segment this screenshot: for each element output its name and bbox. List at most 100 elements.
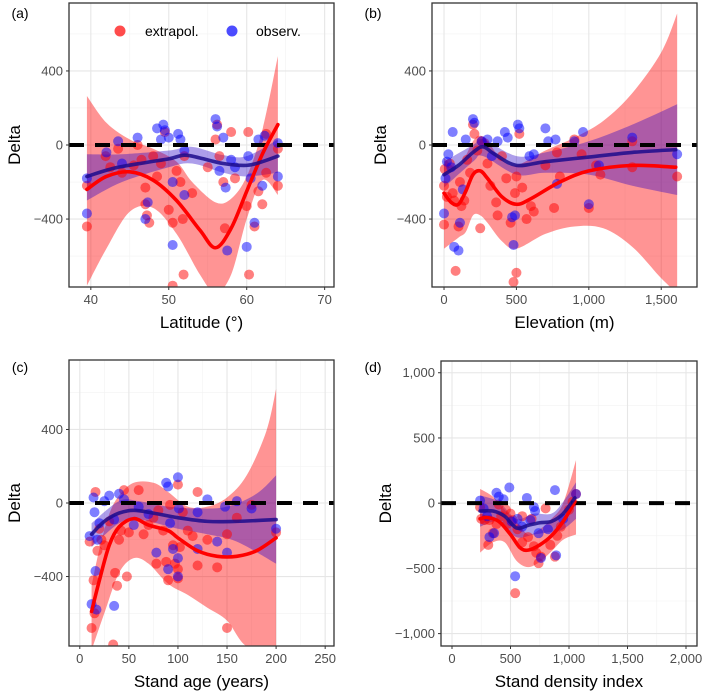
observ-point: [549, 485, 560, 496]
observ-point: [502, 132, 513, 143]
extrapol-point: [123, 527, 134, 538]
extrapol-point: [508, 277, 519, 287]
observ-point: [578, 127, 589, 138]
extrapol-point: [214, 151, 225, 162]
extrapol-point: [595, 169, 606, 180]
extrapol-point: [192, 486, 203, 497]
extrapol-point: [501, 173, 512, 184]
observ-point: [132, 132, 143, 143]
y-tick-label: 400: [404, 63, 426, 78]
observ-point: [443, 149, 454, 160]
x-tick-label: 50: [122, 651, 136, 666]
legend-label-observ: observ.: [256, 23, 301, 39]
observ-point: [163, 132, 174, 143]
x-tick-label: 500: [500, 651, 522, 666]
extrapol-point: [88, 575, 99, 586]
y-tick-label: −400: [34, 212, 63, 227]
observ-point: [243, 151, 254, 162]
observ-point: [460, 134, 471, 145]
y-tick-label: 0: [56, 496, 63, 511]
observ-point: [212, 121, 223, 132]
extrapol-point: [222, 529, 233, 540]
observ-point: [528, 149, 539, 160]
legend: extrapol. observ.: [114, 23, 301, 39]
extrapol-point: [187, 531, 198, 542]
plot-area: [69, 56, 334, 287]
extrapol-point: [483, 539, 494, 550]
plot-area: [69, 389, 334, 646]
extrapol-point: [202, 534, 213, 545]
observ-point: [140, 214, 151, 225]
observ-smooth-line: [85, 153, 280, 179]
extrapol-point: [230, 173, 241, 184]
x-tick-label: 0: [448, 651, 455, 666]
observ-point: [101, 147, 112, 158]
panel-tag: (c): [12, 359, 28, 375]
observ-smooth-line: [478, 496, 577, 531]
extrapol-point: [133, 485, 144, 496]
extrapol-point: [551, 147, 562, 158]
observ-point: [489, 528, 500, 539]
extrapol-point: [257, 199, 268, 210]
observ-point: [175, 134, 186, 145]
x-tick-label: 40: [84, 292, 98, 307]
observ-point: [514, 123, 525, 134]
observ-point: [510, 571, 521, 582]
observ-point: [218, 132, 229, 143]
y-tick-label: −400: [34, 569, 63, 584]
observ-point: [249, 217, 260, 228]
observ-point: [583, 199, 594, 210]
extrapol-point: [272, 180, 283, 191]
extrapol-point: [167, 217, 178, 228]
observ-point: [512, 513, 523, 524]
extrapol-point: [511, 171, 522, 182]
observ-point: [168, 543, 179, 554]
x-tick-label: 500: [506, 292, 528, 307]
x-tick-label: 2,000: [670, 651, 703, 666]
extrapol-point: [523, 532, 534, 543]
x-tick-label: 1,500: [645, 292, 678, 307]
observ-point: [222, 245, 233, 256]
extrapol-point: [172, 564, 183, 575]
observ-point: [172, 553, 183, 564]
extrapol-point: [113, 143, 124, 154]
observ-point: [165, 518, 176, 529]
extrapol-point: [202, 162, 213, 173]
extrapol-point: [187, 188, 198, 199]
observ-point: [551, 550, 562, 561]
extrapol-point: [212, 562, 223, 573]
observ-point: [246, 503, 257, 514]
observ-point: [212, 536, 223, 547]
extrapol-point: [447, 188, 458, 199]
observ-point: [155, 134, 166, 145]
x-tick-label: 0: [76, 651, 83, 666]
extrapol-point: [163, 204, 174, 215]
x-tick-label: 50: [162, 292, 176, 307]
extrapol-point: [171, 165, 182, 176]
observ-point: [672, 149, 683, 160]
observ-point: [509, 210, 520, 221]
extrapol-point: [163, 575, 174, 586]
observ-point: [151, 547, 162, 558]
extrapol-point: [192, 560, 203, 571]
y-axis-title: Delta: [5, 483, 24, 523]
observ-point: [81, 208, 92, 219]
y-tick-label: −1,000: [395, 626, 435, 641]
extrapol-point: [177, 214, 188, 225]
extrapol-point: [545, 539, 556, 550]
extrapol-point: [226, 127, 237, 138]
x-tick-label: 150: [216, 651, 238, 666]
observ-point: [92, 534, 103, 545]
extrapol-point: [175, 177, 186, 188]
extrapol-point: [521, 214, 532, 225]
panel-b: 0 500 1,000 1,500 −400 0 400 Elevation (m) Delta…: [364, 2, 698, 332]
observ-point: [113, 136, 124, 147]
observ-point: [222, 547, 233, 558]
y-tick-label: 400: [41, 422, 63, 437]
extrapol-point: [222, 622, 233, 633]
y-axis-title: Delta: [371, 125, 390, 165]
observ-point: [508, 239, 519, 250]
x-tick-label: 1,000: [553, 651, 586, 666]
extrapol-point: [492, 210, 503, 221]
